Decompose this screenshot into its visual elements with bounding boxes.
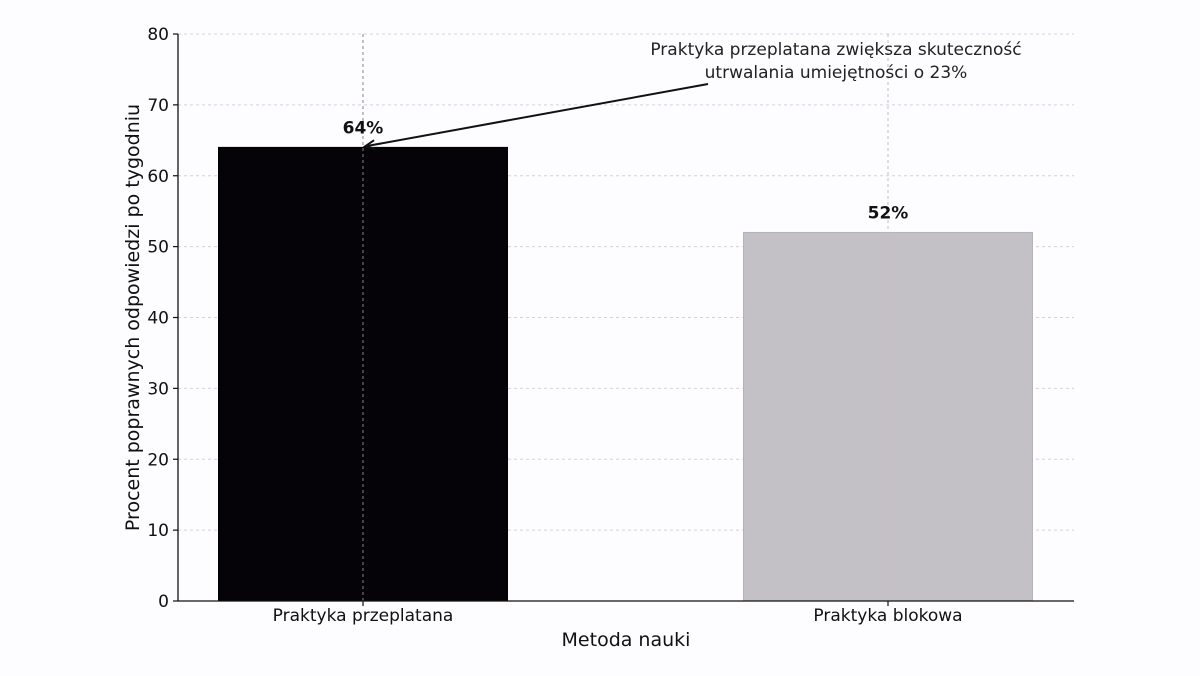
data-labels: 64% 52% xyxy=(343,118,909,223)
y-axis-title: Procent poprawnych odpowiedzi po tygodni… xyxy=(122,104,144,531)
x-axis-title: Metoda nauki xyxy=(562,629,691,651)
y-tick-label: 60 xyxy=(147,167,169,187)
vertical-gridlines xyxy=(362,34,889,601)
y-tick-label: 0 xyxy=(158,592,169,612)
annotation-text-line2: utrwalania umiejętności o 23% xyxy=(705,63,968,83)
y-tick-label: 80 xyxy=(147,25,169,45)
bars xyxy=(218,146,1033,602)
y-tick-label: 70 xyxy=(147,96,169,116)
data-label: 52% xyxy=(868,203,909,223)
y-ticks: 0 10 20 30 40 50 60 70 80 xyxy=(147,25,178,612)
y-tick-label: 10 xyxy=(147,521,169,541)
y-tick-label: 30 xyxy=(147,379,169,399)
y-tick-label: 20 xyxy=(147,450,169,470)
annotation-arrow xyxy=(364,83,709,148)
annotation-text-line1: Praktyka przeplatana zwiększa skutecznoś… xyxy=(650,40,1021,60)
y-tick-label: 40 xyxy=(147,309,169,329)
x-tick-label: Praktyka blokowa xyxy=(813,606,962,626)
annotation-arrow-head xyxy=(362,139,376,150)
y-tick-label: 50 xyxy=(147,238,169,258)
bar xyxy=(218,146,508,602)
x-tick-label: Praktyka przeplatana xyxy=(273,606,454,626)
annotation: Praktyka przeplatana zwiększa skutecznoś… xyxy=(362,40,1022,150)
data-label: 64% xyxy=(343,118,384,138)
x-ticks: Praktyka przeplatana Praktyka blokowa xyxy=(273,601,963,626)
